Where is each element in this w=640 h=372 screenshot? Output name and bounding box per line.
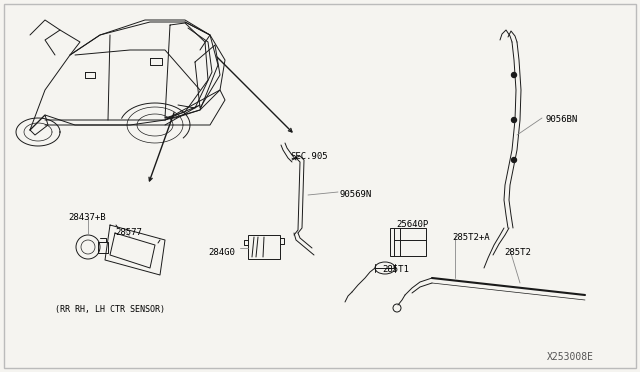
Bar xyxy=(390,228,426,256)
Text: 9056BN: 9056BN xyxy=(545,115,577,124)
Text: 285T1: 285T1 xyxy=(382,265,409,274)
Text: (RR RH, LH CTR SENSOR): (RR RH, LH CTR SENSOR) xyxy=(55,305,165,314)
Text: 28577: 28577 xyxy=(115,228,142,237)
Text: 285T2: 285T2 xyxy=(504,248,531,257)
Bar xyxy=(248,235,280,259)
Text: 284G0: 284G0 xyxy=(208,248,235,257)
Text: 25640P: 25640P xyxy=(396,220,428,229)
Circle shape xyxy=(511,157,516,163)
Text: 285T2+A: 285T2+A xyxy=(452,233,490,242)
Text: 90569N: 90569N xyxy=(340,190,372,199)
Circle shape xyxy=(511,118,516,122)
Text: X253008E: X253008E xyxy=(547,352,593,362)
Circle shape xyxy=(511,73,516,77)
Text: 28437+B: 28437+B xyxy=(68,213,106,222)
Text: SEC.905: SEC.905 xyxy=(290,152,328,161)
